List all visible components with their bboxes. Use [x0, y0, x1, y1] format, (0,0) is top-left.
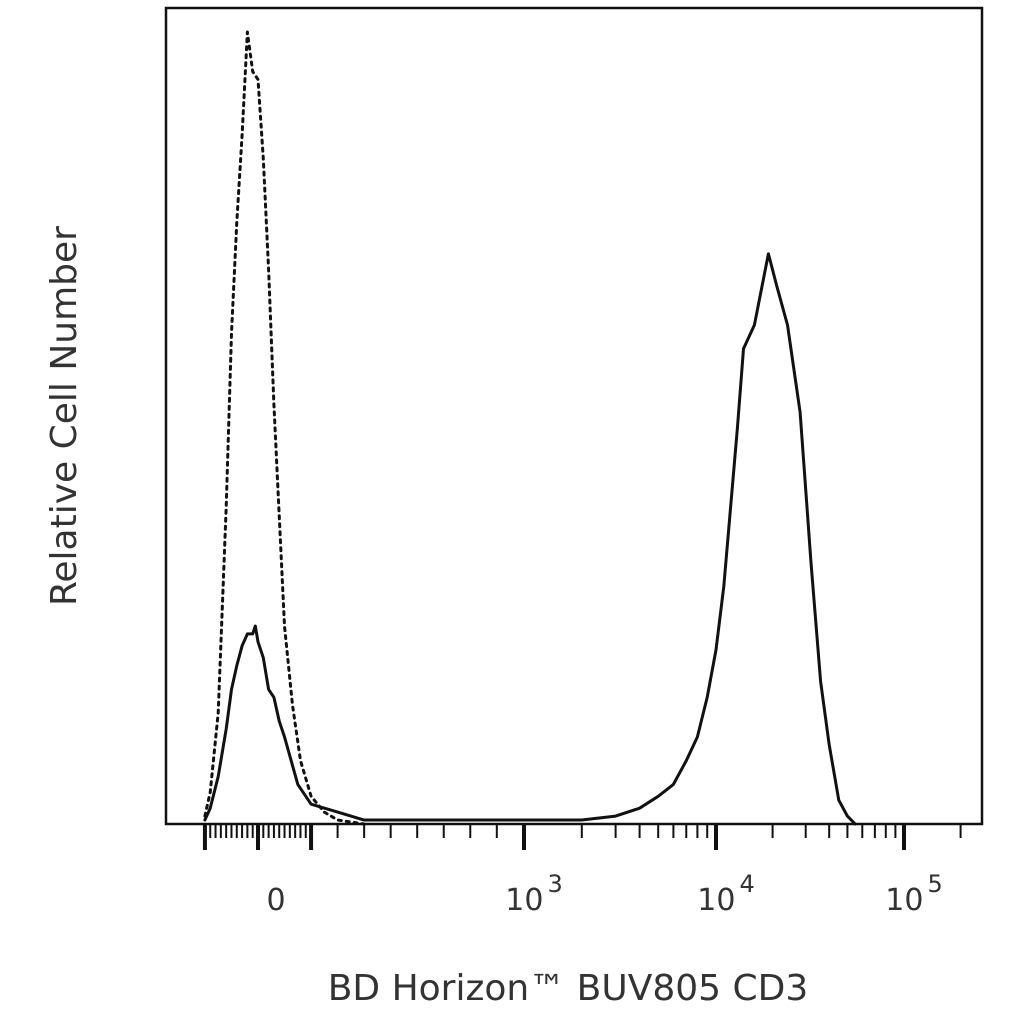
x-axis-minor-ticks	[203, 824, 962, 838]
x-tick-label-exponent: 3	[547, 870, 562, 898]
x-tick-label-base: 10	[697, 883, 735, 918]
x-tick-label-exponent: 5	[927, 870, 942, 898]
x-axis-major-ticks	[202, 824, 906, 850]
x-tick-label-exponent: 4	[739, 870, 754, 898]
series-layer	[203, 30, 857, 826]
x-tick-label: 10 3	[505, 870, 562, 918]
x-tick-label: 10 5	[885, 870, 942, 918]
series-line-dotted	[203, 30, 366, 826]
x-axis-label: BD Horizon™ BUV805 CD3	[328, 968, 809, 1009]
x-tick-label-base: 10	[505, 883, 543, 918]
x-tick-label-base: 0	[266, 883, 285, 918]
series-line-solid	[203, 252, 857, 826]
x-axis-tick-labels: 0 10 3 10 4 10 5	[266, 870, 942, 918]
x-tick-label-base: 10	[885, 883, 923, 918]
x-tick-label: 0	[266, 883, 285, 918]
y-axis-label: Relative Cell Number	[44, 226, 85, 606]
x-tick-label: 10 4	[697, 870, 754, 918]
plot-frame	[164, 6, 984, 826]
